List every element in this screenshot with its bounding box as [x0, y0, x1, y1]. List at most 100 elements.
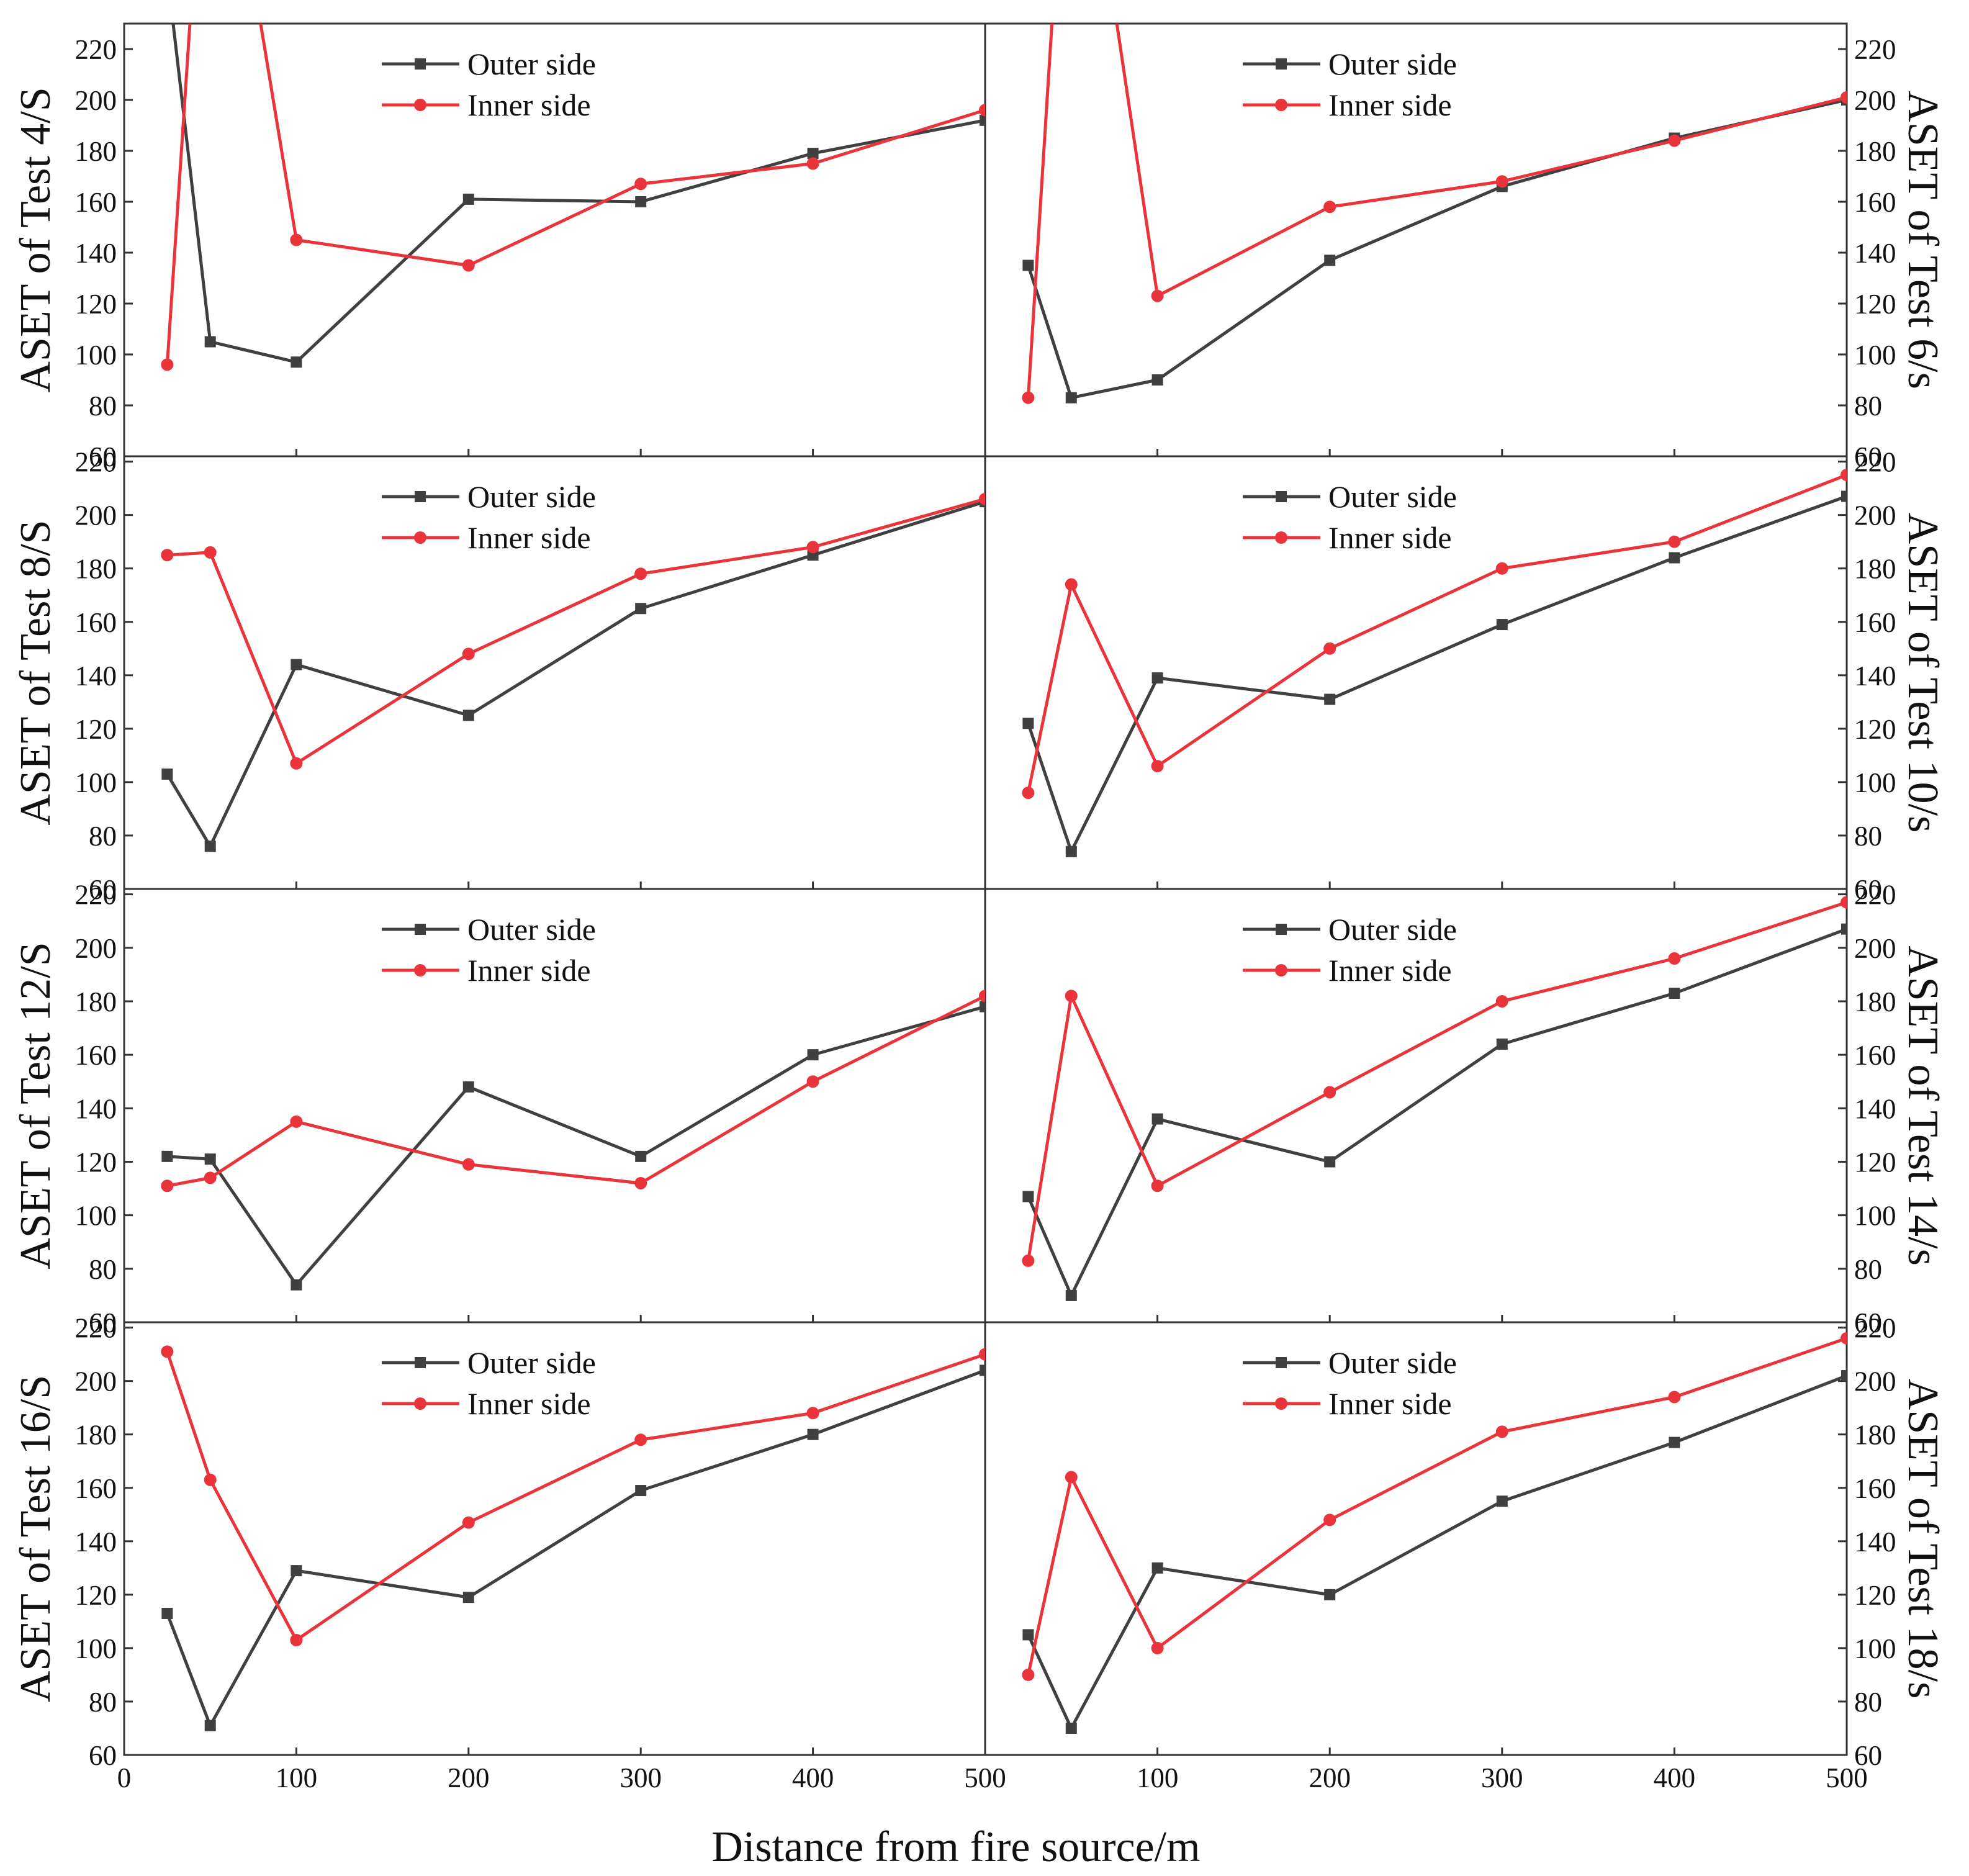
outer-side-point	[1669, 988, 1680, 999]
y-tick-label: 80	[89, 390, 117, 422]
outer-side-point	[291, 1279, 302, 1291]
outer-side-point	[204, 1720, 216, 1731]
outer-side-point	[980, 1001, 985, 1012]
inner-side-point	[290, 757, 303, 770]
inner-side-point	[634, 1176, 647, 1189]
y-tick-label: 80	[89, 1687, 117, 1718]
legend-outer-label: Outer side	[467, 912, 596, 947]
y-tick-label: 220	[1854, 447, 1896, 478]
outer-side-point	[462, 1081, 474, 1093]
inner-side-point	[204, 1473, 217, 1486]
y-tick-label: 140	[75, 661, 117, 692]
legend-inner-label: Inner side	[467, 1386, 591, 1421]
y-tick-label: 100	[1854, 1633, 1896, 1664]
inner-side-point	[290, 1633, 303, 1646]
y-tick-label: 120	[1854, 1147, 1896, 1178]
x-tick-label: 400	[792, 1762, 834, 1793]
y-tick-label: 100	[75, 340, 117, 371]
inner-side-point	[1841, 91, 1847, 104]
y-tick-label: 60	[89, 1307, 117, 1338]
inner-side-point	[462, 1158, 475, 1171]
inner-side-point	[1841, 896, 1847, 909]
chart-panel-1: 60 80 100 120 140 160 180 200 220 ASET of Test 4/…	[12, 24, 986, 472]
y-tick-label: 220	[1854, 1313, 1896, 1344]
y-tick-label: 180	[75, 1420, 117, 1451]
legend: Outer side Inner side	[1243, 479, 1457, 555]
y-tick-label: 120	[75, 289, 117, 320]
legend-inner-marker	[414, 99, 426, 111]
inner-side-point	[1841, 469, 1847, 482]
outer-side-point	[635, 1150, 647, 1162]
legend-outer-marker	[1276, 924, 1287, 935]
y-tick-label: 60	[1854, 1740, 1882, 1771]
outer-side-point	[204, 336, 216, 348]
y-axis-label: ASET of Test 8/S	[12, 520, 60, 825]
outer-side-point	[1324, 693, 1336, 705]
y-tick-label: 120	[75, 1147, 117, 1178]
outer-side-point	[462, 1592, 474, 1603]
inner-side-point	[462, 1516, 475, 1529]
inner-side-point	[1323, 201, 1336, 214]
y-tick-label: 180	[1854, 554, 1896, 585]
inner-side-point	[1065, 578, 1078, 591]
panels: 60 80 100 120 140 160 180 200 220 ASET of Test 4/…	[12, 22, 1947, 1793]
y-tick-label: 140	[75, 1093, 117, 1124]
legend-inner-marker	[414, 531, 426, 544]
inner-side-point	[1065, 990, 1078, 1003]
y-tick-label: 140	[1854, 661, 1896, 692]
chart-panel-5: 60 80 100 120 140 160 180 200 220 ASET of Test 12…	[12, 880, 986, 1338]
outer-side-point	[462, 193, 474, 205]
x-tick-label: 0	[117, 1762, 132, 1793]
x-tick-label: 100	[276, 1762, 318, 1793]
y-tick-label: 200	[75, 933, 117, 964]
y-tick-label: 60	[1854, 1307, 1882, 1338]
y-tick-label: 80	[1854, 821, 1882, 852]
y-tick-label: 140	[75, 1527, 117, 1558]
y-axis-label: ASET of Test 16/S	[12, 1375, 60, 1702]
legend-inner-marker	[414, 964, 426, 976]
x-tick-label: 300	[620, 1762, 662, 1793]
y-tick-label: 120	[75, 714, 117, 745]
outer-side-point	[1669, 552, 1680, 564]
plot-area	[1022, 469, 1847, 857]
legend: Outer side Inner side	[1243, 912, 1457, 988]
legend-outer-marker	[415, 924, 426, 935]
legend-outer-label: Outer side	[1328, 1345, 1457, 1380]
y-tick-label: 60	[89, 1740, 117, 1771]
outer-side-point	[1841, 923, 1847, 935]
y-tick-label: 220	[1854, 880, 1896, 911]
outer-side-point	[204, 841, 216, 852]
y-tick-label: 120	[1854, 714, 1896, 745]
inner-side-point	[1022, 1668, 1035, 1681]
inner-side-point	[979, 492, 985, 505]
outer-side-point	[291, 659, 302, 670]
legend-inner-label: Inner side	[467, 953, 591, 988]
outer-side-point	[1022, 1191, 1034, 1202]
legend-outer-marker	[415, 491, 426, 502]
y-tick-label: 160	[1854, 1473, 1896, 1504]
inner-side-point	[979, 990, 985, 1003]
y-tick-label: 200	[1854, 933, 1896, 964]
y-tick-label: 200	[75, 1366, 117, 1397]
outer-side-point	[807, 148, 819, 160]
inner-side-point	[1022, 391, 1035, 404]
y-tick-label: 200	[1854, 85, 1896, 116]
inner-side-point	[634, 567, 647, 580]
legend-inner-marker	[1275, 531, 1287, 544]
inner-side-point	[1022, 787, 1035, 800]
outer-side-point	[1841, 490, 1847, 502]
inner-side-point	[462, 647, 475, 661]
inner-side-point	[1495, 994, 1508, 1008]
inner-side-point	[1495, 1425, 1508, 1438]
inner-side-point	[979, 1348, 985, 1361]
y-tick-label: 220	[75, 34, 117, 65]
legend-inner-label: Inner side	[1328, 1386, 1452, 1421]
legend: Outer side Inner side	[382, 47, 596, 122]
y-tick-label: 100	[75, 1633, 117, 1664]
legend-inner-marker	[1275, 964, 1287, 976]
y-tick-label: 60	[1854, 874, 1882, 905]
y-tick-label: 180	[75, 554, 117, 585]
y-tick-label: 80	[1854, 1254, 1882, 1285]
